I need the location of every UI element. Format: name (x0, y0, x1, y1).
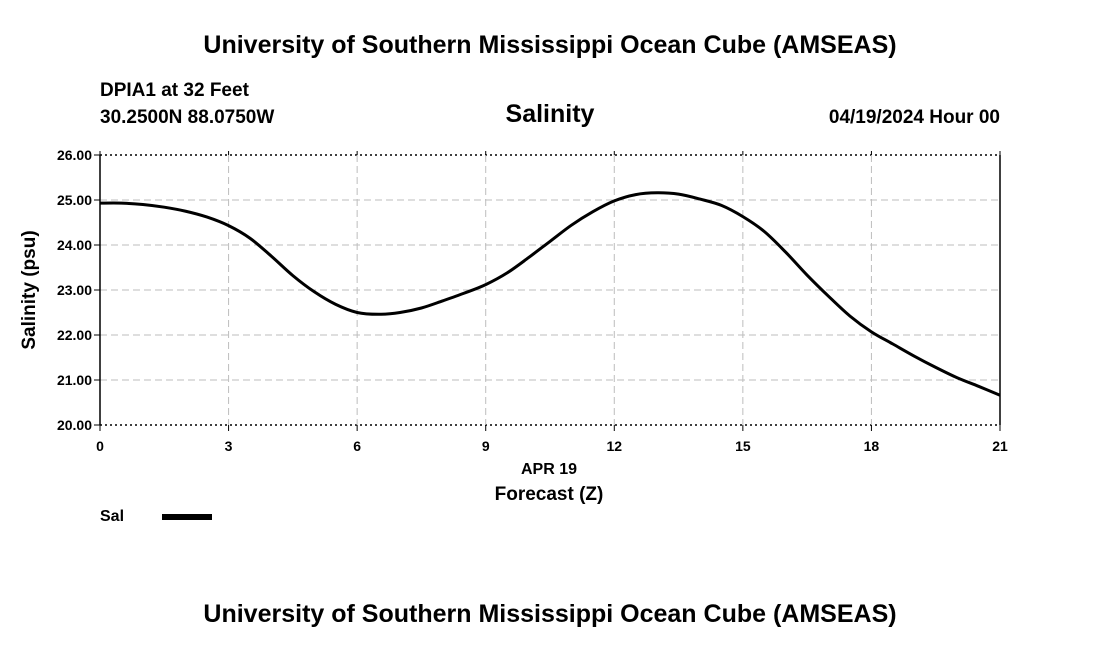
footer-title: University of Southern Mississippi Ocean… (203, 600, 897, 628)
y-tick-label: 23.00 (57, 282, 92, 298)
x-tick-label: 9 (482, 438, 490, 454)
x-tick-label: 21 (992, 438, 1008, 454)
legend-label: Sal (100, 508, 125, 525)
grid-lines (100, 154, 1000, 426)
x-tick-label: 3 (225, 438, 233, 454)
station-coordinates: 30.2500N 88.0750W (100, 107, 275, 128)
y-axis-title: Salinity (psu) (19, 230, 40, 349)
y-tick-label: 26.00 (57, 147, 92, 163)
page-title: University of Southern Mississippi Ocean… (203, 31, 897, 59)
x-tick-label: 12 (606, 438, 622, 454)
series-layer (99, 191, 1001, 397)
x-tick-label: 0 (96, 438, 104, 454)
x-tick-label: 6 (353, 438, 361, 454)
y-tick-label: 21.00 (57, 372, 92, 388)
forecast-datetime: 04/19/2024 Hour 00 (828, 107, 1000, 128)
x-axis-title: Forecast (Z) (495, 484, 604, 505)
x-tick-label: 18 (864, 438, 880, 454)
legend-swatch (162, 514, 212, 520)
x-axis-date-label: APR 19 (521, 461, 577, 478)
chart-title: Salinity (505, 100, 595, 128)
series-line-sal (99, 191, 1001, 397)
x-tick-label: 15 (735, 438, 751, 454)
y-tick-label: 20.00 (57, 417, 92, 433)
y-tick-label: 22.00 (57, 327, 92, 343)
tick-labels: 20.00 21.00 22.00 23.00 24.00 25.00 26.00 0 3 6 9 1… (57, 147, 1008, 454)
y-tick-label: 24.00 (57, 237, 92, 253)
station-label: DPIA1 at 32 Feet (100, 80, 249, 101)
y-tick-label: 25.00 (57, 192, 92, 208)
legend: Sal (100, 508, 212, 526)
